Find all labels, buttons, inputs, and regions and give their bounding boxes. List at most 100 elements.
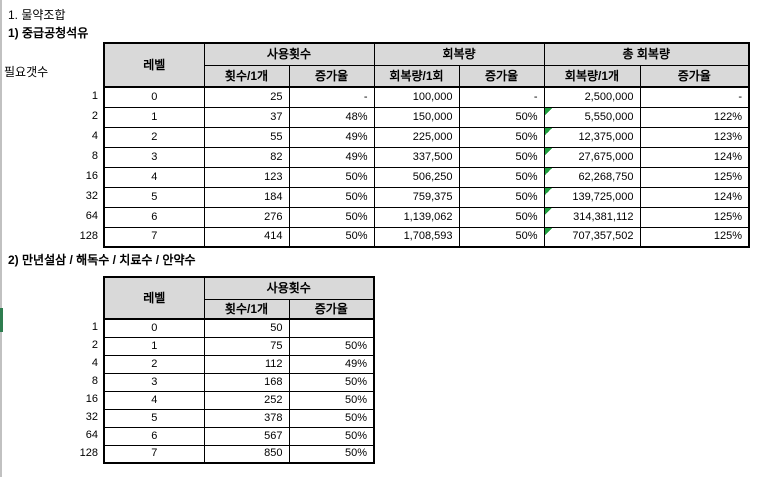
cell-total-growth[interactable]: 125% (639, 206, 749, 228)
cell-level[interactable]: 3 (103, 372, 204, 392)
cell-uses-growth[interactable]: 49% (288, 146, 374, 168)
required-count-value[interactable]: 32 (85, 411, 98, 423)
cell-uses-growth[interactable]: 50% (288, 372, 374, 392)
cell-recovery[interactable]: 100,000 (373, 86, 459, 108)
cell-uses[interactable]: 276 (203, 206, 289, 228)
required-count-value[interactable]: 1 (91, 321, 98, 333)
cell-uses[interactable]: 252 (203, 390, 289, 410)
required-count-value[interactable]: 2 (91, 110, 98, 122)
required-count-value[interactable]: 4 (91, 357, 98, 369)
header-growth-rate[interactable]: 증가율 (288, 298, 374, 320)
cell-level[interactable]: 7 (103, 226, 204, 248)
required-count-value[interactable]: 128 (79, 230, 98, 242)
cell-recovery-growth[interactable]: 50% (458, 166, 544, 188)
cell-uses[interactable]: 82 (203, 146, 289, 168)
cell-level[interactable]: 5 (103, 186, 204, 208)
cell-uses-growth[interactable]: 50% (288, 166, 374, 188)
required-count-value[interactable]: 128 (79, 447, 98, 459)
cell-total[interactable]: 2,500,000 (543, 86, 640, 108)
required-count-value[interactable]: 1 (91, 90, 98, 102)
cell-recovery[interactable]: 225,000 (373, 126, 459, 148)
required-count-value[interactable]: 8 (91, 150, 98, 162)
cell-uses-growth[interactable]: 50% (288, 408, 374, 428)
cell-uses[interactable]: 567 (203, 426, 289, 446)
cell-uses[interactable]: 123 (203, 166, 289, 188)
header-growth-rate[interactable]: 증가율 (639, 64, 749, 88)
cell-uses[interactable]: 168 (203, 372, 289, 392)
cell-total-with-error-indicator-icon[interactable]: 27,675,000 (543, 146, 640, 168)
cell-level[interactable]: 0 (103, 86, 204, 108)
cell-recovery[interactable]: 1,139,062 (373, 206, 459, 228)
cell-total-growth[interactable]: 122% (639, 106, 749, 128)
cell-total-with-error-indicator-icon[interactable]: 314,381,112 (543, 206, 640, 228)
cell-level[interactable]: 1 (103, 106, 204, 128)
cell-level[interactable]: 0 (103, 318, 204, 338)
cell-uses-growth[interactable] (288, 318, 374, 338)
cell-level[interactable]: 4 (103, 166, 204, 188)
required-count-value[interactable]: 16 (85, 393, 98, 405)
header-usage-group[interactable]: 사용횟수 (203, 276, 374, 300)
cell-recovery[interactable]: 337,500 (373, 146, 459, 168)
cell-total-with-error-indicator-icon[interactable]: 12,375,000 (543, 126, 640, 148)
cell-level[interactable]: 1 (103, 336, 204, 356)
cell-level[interactable]: 3 (103, 146, 204, 168)
header-growth-rate[interactable]: 증가율 (458, 64, 544, 88)
required-count-value[interactable]: 32 (85, 190, 98, 202)
cell-total-growth[interactable]: 125% (639, 166, 749, 188)
cell-total-growth[interactable]: 125% (639, 226, 749, 248)
cell-level[interactable]: 2 (103, 354, 204, 374)
cell-recovery-growth[interactable]: 50% (458, 106, 544, 128)
cell-uses[interactable]: 378 (203, 408, 289, 428)
cell-recovery[interactable]: 759,375 (373, 186, 459, 208)
cell-uses-growth[interactable]: 48% (288, 106, 374, 128)
header-usage-group[interactable]: 사용횟수 (203, 42, 374, 66)
cell-total-with-error-indicator-icon[interactable]: 5,550,000 (543, 106, 640, 128)
cell-uses-growth[interactable]: - (288, 86, 374, 108)
cell-uses[interactable]: 50 (203, 318, 289, 338)
cell-level[interactable]: 6 (103, 426, 204, 446)
cell-level[interactable]: 4 (103, 390, 204, 410)
cell-total-with-error-indicator-icon[interactable]: 707,357,502 (543, 226, 640, 248)
cell-level[interactable]: 7 (103, 444, 204, 464)
cell-total-growth[interactable]: 124% (639, 146, 749, 168)
header-total-group[interactable]: 총 회복량 (543, 42, 749, 66)
cell-level[interactable]: 2 (103, 126, 204, 148)
required-count-value[interactable]: 16 (85, 170, 98, 182)
cell-level[interactable]: 5 (103, 408, 204, 428)
header-level[interactable]: 레벨 (103, 42, 204, 88)
cell-uses[interactable]: 112 (203, 354, 289, 374)
header-level[interactable]: 레벨 (103, 276, 204, 320)
cell-uses[interactable]: 850 (203, 444, 289, 464)
cell-uses[interactable]: 37 (203, 106, 289, 128)
cell-uses[interactable]: 25 (203, 86, 289, 108)
header-count-per-item[interactable]: 횟수/1개 (203, 64, 289, 88)
cell-recovery[interactable]: 506,250 (373, 166, 459, 188)
cell-total-growth[interactable]: - (639, 86, 749, 108)
cell-uses[interactable]: 414 (203, 226, 289, 248)
cell-uses[interactable]: 75 (203, 336, 289, 356)
cell-uses-growth[interactable]: 49% (288, 126, 374, 148)
cell-total-growth[interactable]: 123% (639, 126, 749, 148)
header-growth-rate[interactable]: 증가율 (288, 64, 374, 88)
cell-level[interactable]: 6 (103, 206, 204, 228)
cell-uses[interactable]: 184 (203, 186, 289, 208)
cell-uses-growth[interactable]: 50% (288, 336, 374, 356)
cell-recovery-growth[interactable]: 50% (458, 146, 544, 168)
header-recovery-group[interactable]: 회복량 (373, 42, 544, 66)
cell-recovery-growth[interactable]: 50% (458, 186, 544, 208)
required-count-value[interactable]: 4 (91, 130, 98, 142)
cell-uses-growth[interactable]: 49% (288, 354, 374, 374)
cell-recovery[interactable]: 1,708,593 (373, 226, 459, 248)
required-count-value[interactable]: 64 (85, 429, 98, 441)
required-count-value[interactable]: 8 (91, 375, 98, 387)
cell-uses[interactable]: 55 (203, 126, 289, 148)
cell-total-with-error-indicator-icon[interactable]: 62,268,750 (543, 166, 640, 188)
header-count-per-item[interactable]: 횟수/1개 (203, 298, 289, 320)
cell-uses-growth[interactable]: 50% (288, 444, 374, 464)
cell-uses-growth[interactable]: 50% (288, 390, 374, 410)
cell-uses-growth[interactable]: 50% (288, 426, 374, 446)
required-count-value[interactable]: 2 (91, 339, 98, 351)
cell-total-growth[interactable]: 124% (639, 186, 749, 208)
cell-recovery-growth[interactable]: 50% (458, 206, 544, 228)
cell-total-with-error-indicator-icon[interactable]: 139,725,000 (543, 186, 640, 208)
